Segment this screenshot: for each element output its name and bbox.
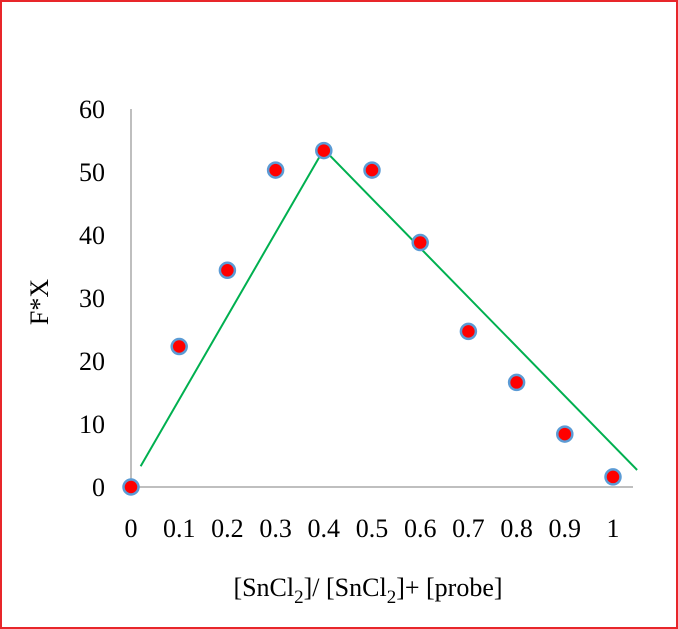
y-tick-label: 0 bbox=[92, 473, 105, 502]
data-point bbox=[122, 478, 140, 496]
data-point bbox=[266, 161, 285, 179]
x-tick-labels: 0 0.1 0.2 0.3 0.4 0.5 0.6 0.7 0.8 0.9 1 bbox=[125, 514, 620, 543]
x-axis-title-part-3: ]+ [probe] bbox=[396, 573, 502, 602]
trend-lines bbox=[139, 148, 638, 471]
y-tick-label: 40 bbox=[79, 221, 105, 250]
data-point bbox=[507, 373, 526, 392]
x-tick-label: 0.4 bbox=[308, 514, 341, 543]
trend-line bbox=[323, 148, 638, 471]
x-tick-label: 0.1 bbox=[163, 514, 196, 543]
data-points bbox=[122, 141, 622, 496]
data-point bbox=[604, 468, 622, 486]
y-tick-label: 10 bbox=[79, 410, 105, 439]
x-axis-title-part-1: [SnCl bbox=[233, 573, 294, 602]
data-point bbox=[218, 261, 237, 280]
y-tick-label: 20 bbox=[79, 347, 105, 376]
x-tick-label: 0.6 bbox=[404, 514, 437, 543]
x-axis-title: [SnCl2]/ [SnCl2]+ [probe] bbox=[233, 573, 502, 608]
data-point bbox=[170, 337, 188, 356]
x-tick-label: 0.7 bbox=[452, 514, 485, 543]
x-tick-label: 0.5 bbox=[356, 514, 389, 543]
x-axis-title-sub-1: 2 bbox=[294, 587, 304, 608]
x-tick-label: 0.2 bbox=[211, 514, 244, 543]
y-tick-label: 50 bbox=[79, 158, 105, 187]
data-point bbox=[315, 141, 333, 160]
y-tick-labels: 0 10 20 30 40 50 60 bbox=[79, 95, 105, 502]
x-tick-label: 0.9 bbox=[549, 514, 582, 543]
x-axis-title-part-2: ]/ [SnCl bbox=[304, 573, 387, 602]
x-tick-label: 0 bbox=[125, 514, 138, 543]
x-tick-label: 0.3 bbox=[259, 514, 292, 543]
data-point bbox=[411, 233, 429, 252]
trend-line bbox=[139, 148, 325, 467]
y-axis-title: F*X bbox=[25, 279, 54, 325]
data-point bbox=[363, 161, 381, 179]
y-tick-label: 30 bbox=[79, 284, 105, 313]
x-axis-title-sub-2: 2 bbox=[387, 587, 397, 608]
y-tick-label: 60 bbox=[79, 95, 105, 124]
axes bbox=[130, 109, 633, 488]
x-tick-label: 1 bbox=[607, 514, 620, 543]
x-tick-label: 0.8 bbox=[500, 514, 533, 543]
data-point bbox=[556, 425, 574, 443]
data-point bbox=[459, 322, 478, 341]
